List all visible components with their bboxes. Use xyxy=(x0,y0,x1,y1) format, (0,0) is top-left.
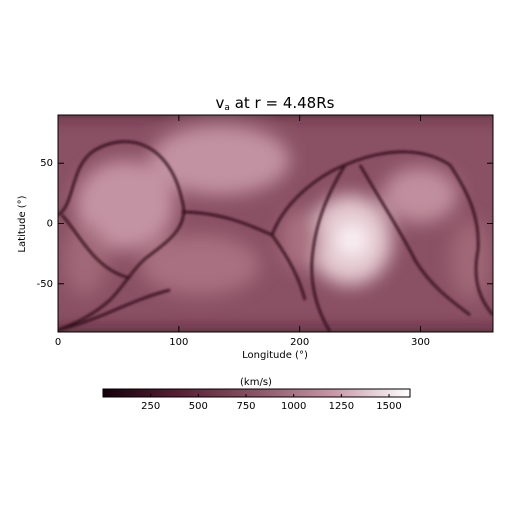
x-tick-label: 100 xyxy=(169,337,188,348)
y-axis-label: Latitude (°) xyxy=(17,195,28,252)
x-tick-label: 0 xyxy=(55,337,61,348)
title-text: at r = 4.48Rs xyxy=(230,94,335,112)
colorbar-tick-label: 500 xyxy=(189,401,208,412)
colorbar-label: (km/s) xyxy=(240,377,272,388)
x-tick-label: 300 xyxy=(411,337,430,348)
colorbar-tick-label: 750 xyxy=(236,401,255,412)
heatmap xyxy=(58,115,493,332)
colorbar-tick-label: 1250 xyxy=(329,401,354,412)
x-axis-label: Longitude (°) xyxy=(242,350,308,361)
y-tick-label: 0 xyxy=(47,219,53,230)
title-symbol: v xyxy=(216,94,225,112)
y-tick-label: -50 xyxy=(37,279,53,290)
colorbar xyxy=(102,388,411,398)
colorbar-tick-label: 1500 xyxy=(376,401,401,412)
chart-title: va at r = 4.48Rs xyxy=(216,94,335,113)
y-tick-label: 50 xyxy=(40,158,53,169)
colorbar-tick-label: 250 xyxy=(141,401,160,412)
x-tick-label: 200 xyxy=(290,337,309,348)
title-subscript: a xyxy=(224,103,230,113)
colorbar-tick-label: 1000 xyxy=(281,401,306,412)
